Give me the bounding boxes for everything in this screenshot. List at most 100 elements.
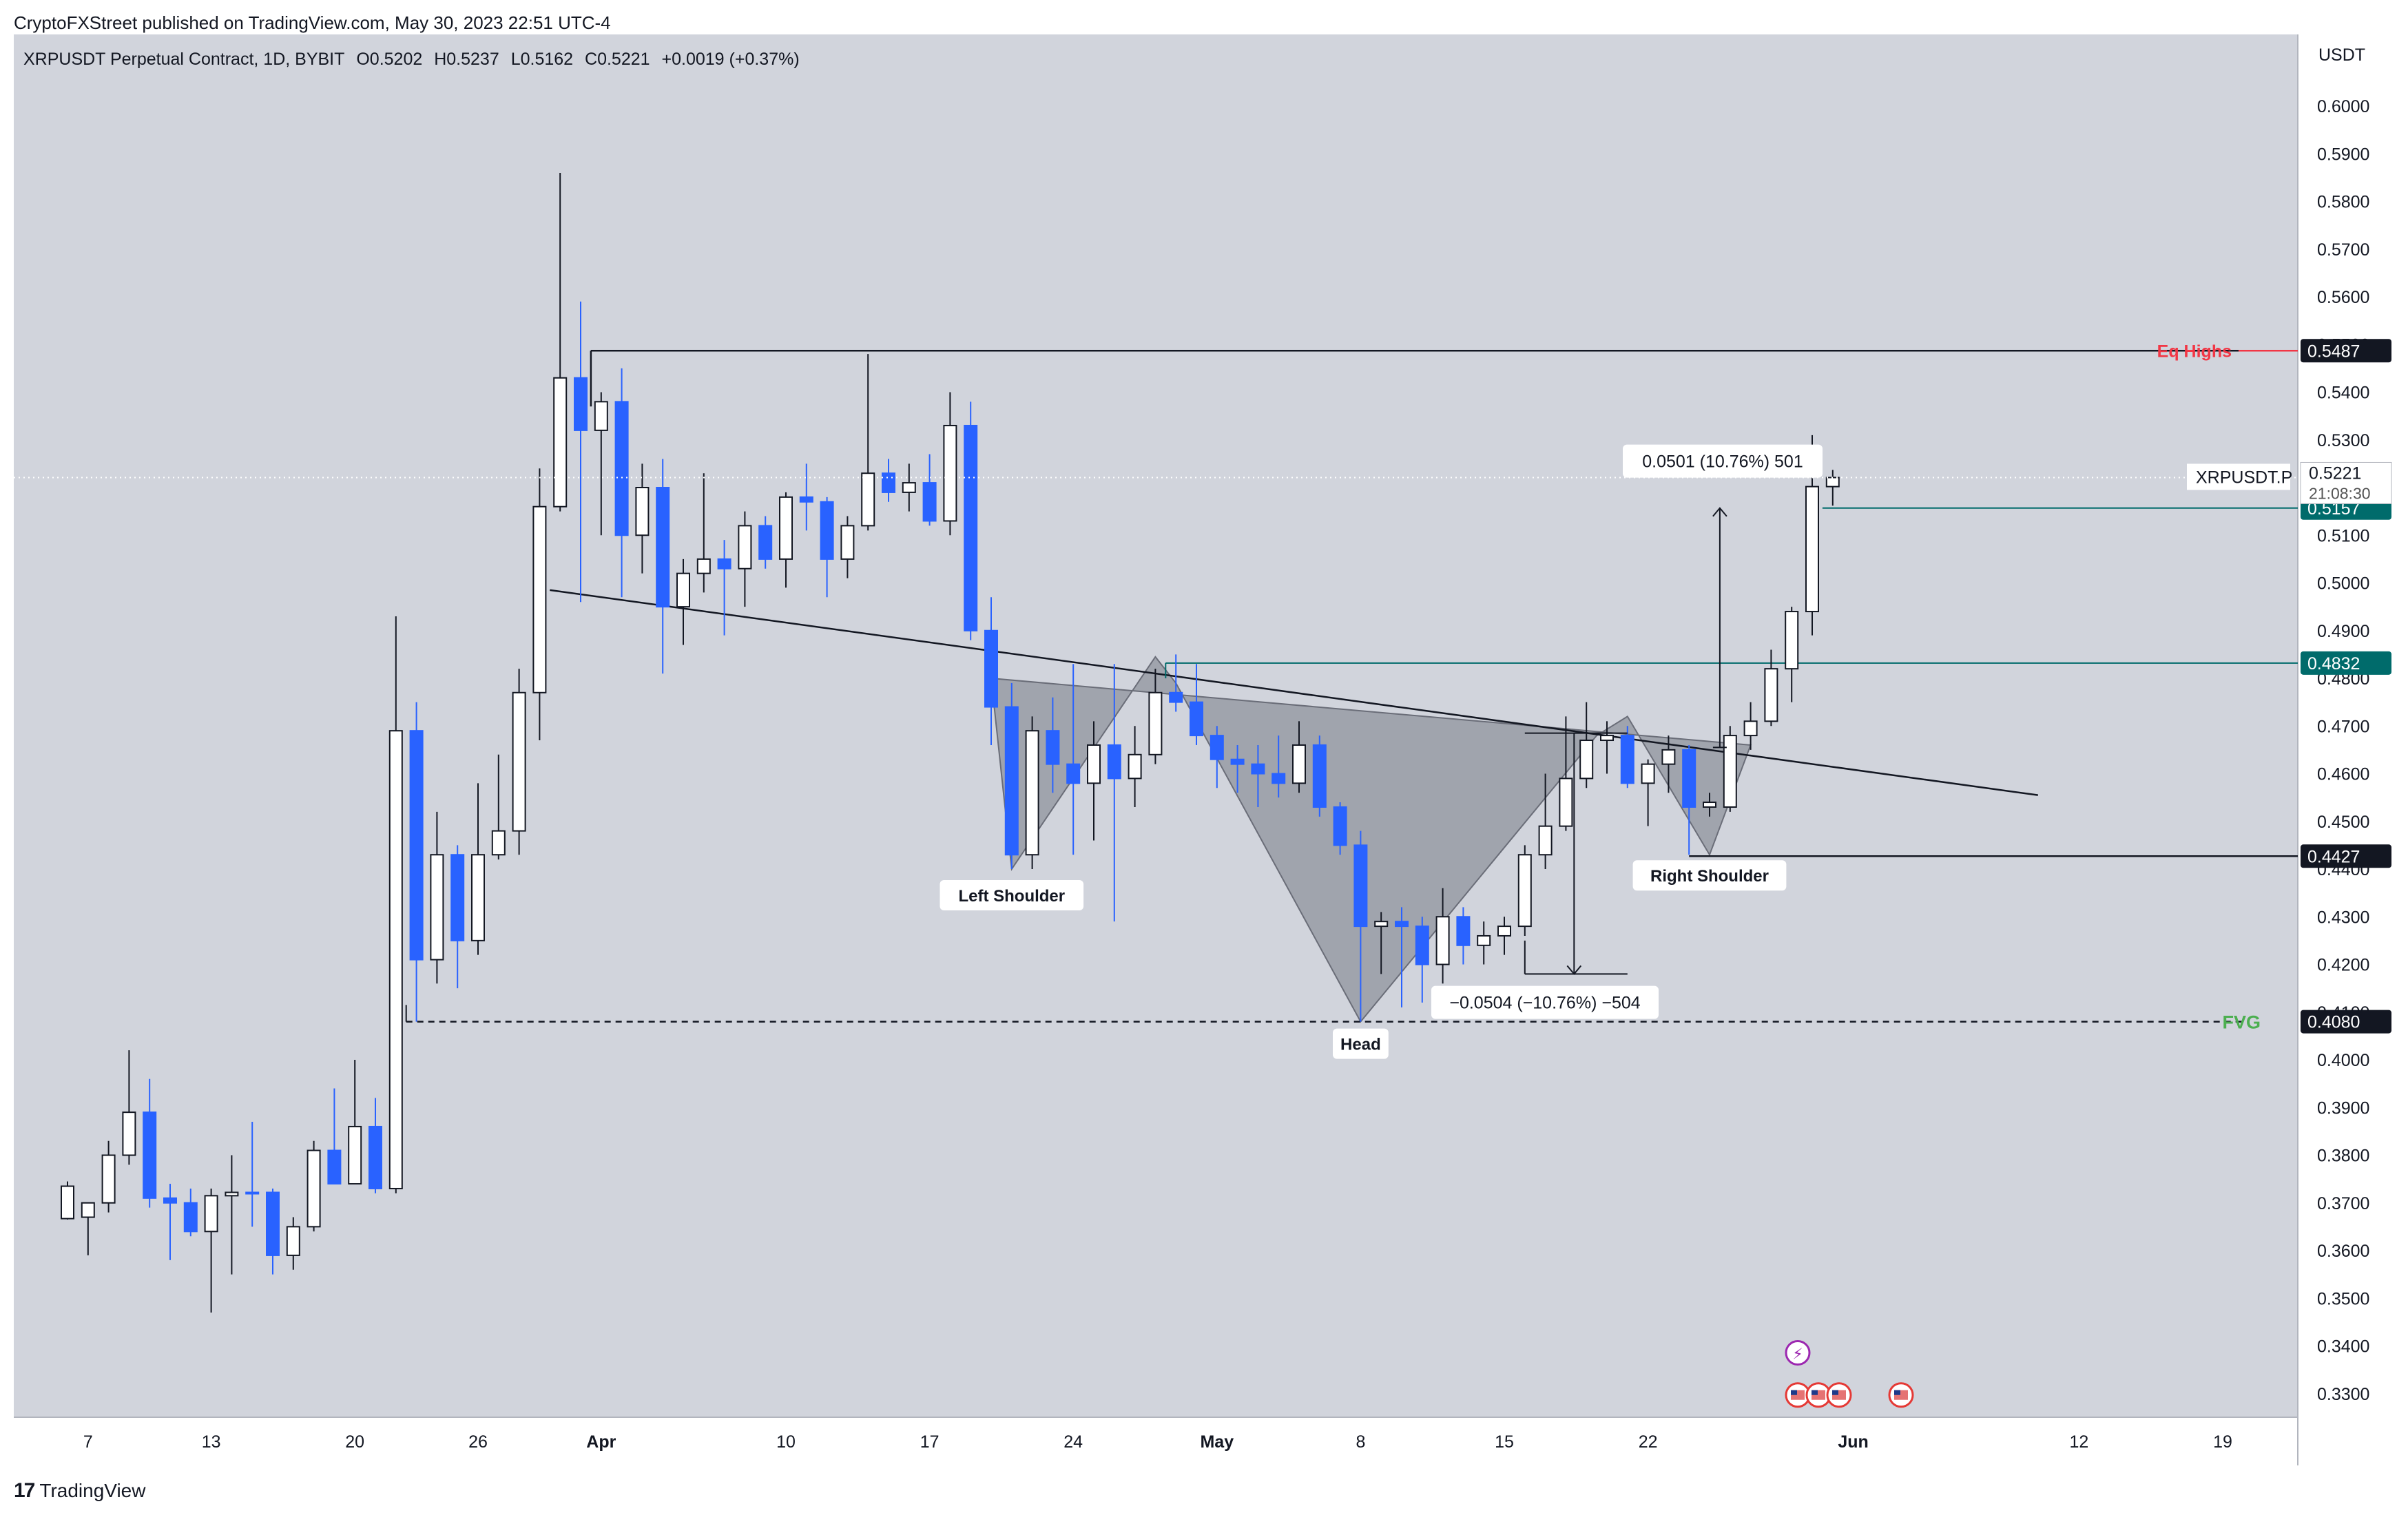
candle-body xyxy=(471,854,485,941)
candle xyxy=(1723,726,1737,812)
candle xyxy=(1600,721,1614,774)
candle xyxy=(1682,744,1696,855)
price-tick-label: 0.5100 xyxy=(2317,526,2369,545)
candle-body xyxy=(430,854,444,961)
price-tick-label: 0.4500 xyxy=(2317,813,2369,832)
candle-body xyxy=(1066,763,1081,784)
candle xyxy=(984,597,998,745)
candle-body xyxy=(1600,735,1614,742)
candle-body xyxy=(1743,720,1758,737)
candle xyxy=(369,1098,382,1193)
publisher-line: CryptoFXStreet published on TradingView.… xyxy=(14,12,611,33)
candle xyxy=(61,1181,74,1220)
candle xyxy=(327,1088,342,1185)
candle-body xyxy=(143,1111,157,1199)
neckline xyxy=(550,589,2038,796)
candle-body xyxy=(1641,763,1655,784)
candle-body xyxy=(1251,763,1265,775)
candle xyxy=(717,540,731,636)
price-tick-label: 0.4300 xyxy=(2317,908,2369,927)
price-tick-label: 0.4700 xyxy=(2317,717,2369,736)
candle-body xyxy=(1805,485,1819,613)
countdown-label: 21:08:30 xyxy=(2309,484,2371,502)
head-label-box xyxy=(1333,1028,1389,1059)
price-chart[interactable]: USDT 0.3300 0.3400 0.3500 0.3600 0.3700 0.3800… xyxy=(14,34,2394,1465)
candle-body xyxy=(225,1191,239,1197)
candle xyxy=(840,516,855,578)
candle-body xyxy=(1025,730,1039,856)
candle-body xyxy=(984,629,998,708)
candle xyxy=(512,669,526,855)
price-tick-label: 0.3300 xyxy=(2317,1385,2369,1404)
candle xyxy=(922,454,937,526)
candle-body xyxy=(1148,691,1163,755)
price-tick-label: 0.5400 xyxy=(2317,384,2369,403)
candle-body xyxy=(122,1111,136,1156)
candle-body xyxy=(1046,730,1060,765)
time-tick-label: 19 xyxy=(2213,1432,2232,1452)
candle-body xyxy=(799,496,813,503)
candle xyxy=(820,497,834,598)
candle xyxy=(635,463,650,574)
ohlc-change: +0.0019 (+0.37%) xyxy=(661,50,800,69)
last-price-axis-label: 0.5221 xyxy=(2309,463,2361,483)
candle xyxy=(388,616,403,1193)
us-event-icon xyxy=(1826,1382,1852,1408)
candle-body xyxy=(758,525,773,560)
candle xyxy=(1517,845,1532,936)
candle xyxy=(1210,726,1224,788)
candle xyxy=(553,172,568,512)
candle xyxy=(1497,917,1511,955)
time-tick-label: 17 xyxy=(920,1432,940,1452)
candle-body xyxy=(779,496,793,560)
candle-body xyxy=(943,424,957,522)
price-tick-label: 0.5800 xyxy=(2317,193,2369,212)
candle xyxy=(81,1202,95,1255)
candle xyxy=(1456,907,1471,965)
candle-body xyxy=(183,1202,198,1233)
candle xyxy=(1661,735,1676,793)
us-event-icon-canton xyxy=(1832,1390,1838,1395)
candle xyxy=(307,1140,321,1232)
candle-body xyxy=(1353,844,1368,928)
price-tick-label: 0.4000 xyxy=(2317,1051,2369,1070)
footer-brand[interactable]: 17 TradingView xyxy=(14,1479,145,1503)
candle-body xyxy=(532,505,547,693)
candle-body xyxy=(1169,691,1183,703)
candle xyxy=(532,468,547,741)
price-tick-label: 0.5300 xyxy=(2317,431,2369,450)
candle-body xyxy=(696,558,711,574)
candle xyxy=(738,511,752,607)
candle-body xyxy=(1559,777,1573,827)
candle-body xyxy=(635,487,650,536)
candle-body xyxy=(1210,735,1224,760)
candle xyxy=(204,1188,218,1313)
us-event-icon-canton xyxy=(1791,1390,1797,1395)
candle xyxy=(1190,664,1203,745)
lightning-event-icon: ⚡ xyxy=(1785,1340,1811,1366)
candle xyxy=(1292,721,1306,793)
eq-highs-axis-label: 0.5487 xyxy=(2307,342,2360,361)
chart-area[interactable]: USDT 0.3300 0.3400 0.3500 0.3600 0.3700 0.3800… xyxy=(14,34,2394,1465)
price-tick-label: 0.3500 xyxy=(2317,1289,2369,1308)
candle xyxy=(286,1217,300,1270)
candle xyxy=(1764,649,1778,727)
candle xyxy=(943,392,957,536)
candle-body xyxy=(1682,749,1696,808)
candle-body xyxy=(594,401,608,431)
us-event-icon-canton xyxy=(1894,1390,1900,1395)
candle-body xyxy=(409,730,424,961)
candle-body xyxy=(656,487,670,608)
candle xyxy=(1251,744,1265,807)
time-tick-label: 26 xyxy=(468,1432,488,1452)
candle xyxy=(1066,664,1081,855)
price-tick-label: 0.5900 xyxy=(2317,145,2369,164)
brand-label: TradingView xyxy=(39,1480,146,1501)
eq-highs-axis-label-bg xyxy=(2301,339,2391,363)
candle-body xyxy=(676,572,690,608)
right-shoulder-label: Right Shoulder xyxy=(1650,867,1769,886)
time-tick-label: 8 xyxy=(1356,1432,1365,1452)
price-tick-label: 0.5700 xyxy=(2317,240,2369,260)
measure-up-label: 0.0501 (10.76%) 501 xyxy=(1642,452,1803,472)
candle-body xyxy=(1538,825,1553,856)
